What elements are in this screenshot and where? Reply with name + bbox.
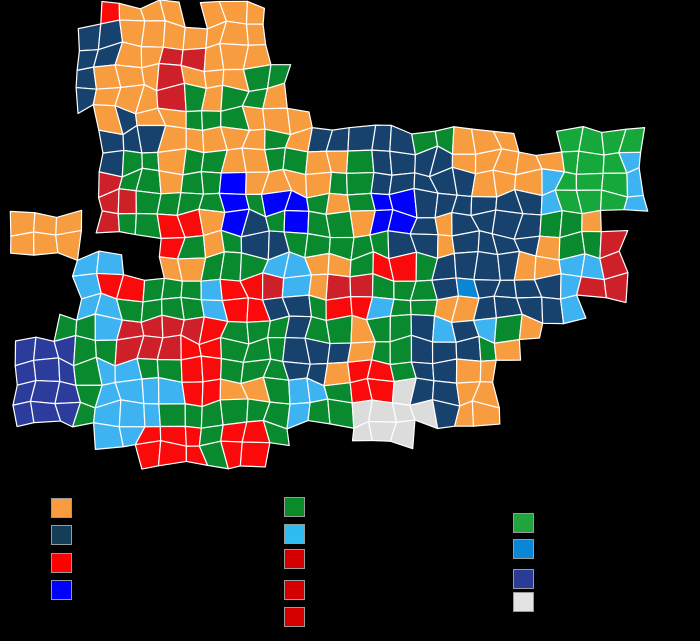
- constituency-region: [323, 361, 351, 387]
- legend-swatch-col2-item1: [284, 497, 305, 517]
- constituency-region: [118, 399, 146, 428]
- constituency-region: [117, 212, 137, 236]
- constituency-region: [581, 209, 602, 233]
- constituency-region: [219, 398, 249, 426]
- constituency-region: [143, 402, 161, 428]
- constituency-region: [114, 64, 146, 89]
- constituency-region: [371, 124, 392, 152]
- constituency-region: [33, 357, 61, 383]
- constituency-region: [347, 341, 376, 363]
- constituency-region: [283, 209, 310, 235]
- legend-swatch-col2-item5: [284, 607, 305, 627]
- constituency-region: [180, 171, 205, 195]
- constituency-region: [371, 149, 393, 176]
- legend-swatch-col2-item4: [284, 580, 305, 600]
- constituency-region: [182, 26, 209, 51]
- constituency-region: [493, 313, 523, 344]
- constituency-region: [117, 188, 137, 215]
- constituency-region: [185, 110, 204, 131]
- constituency-region: [413, 187, 439, 219]
- constituency-region: [575, 172, 604, 191]
- constituency-region: [493, 338, 522, 361]
- constituency-region: [281, 274, 313, 299]
- legend-swatch-col1-item2: [51, 525, 72, 545]
- legend-swatch-col2-item3: [284, 549, 305, 569]
- constituency-region: [471, 169, 498, 198]
- constituency-region: [239, 441, 271, 468]
- constituency-region: [200, 278, 223, 302]
- constituency-region: [219, 251, 243, 282]
- constituency-region: [518, 313, 544, 341]
- constituency-region: [10, 231, 35, 256]
- constituency-region: [389, 298, 412, 317]
- constituency-region: [262, 419, 290, 447]
- constituency-region: [575, 150, 605, 175]
- constituency-region: [623, 194, 649, 212]
- constituency-region: [157, 377, 186, 405]
- constituency-region: [180, 296, 205, 321]
- constituency-region: [455, 358, 482, 384]
- legend-swatch-col1-item4: [51, 580, 72, 600]
- constituency-region: [603, 271, 629, 304]
- constituency-region: [158, 403, 186, 428]
- constituency-region: [325, 314, 353, 345]
- constituency-region: [141, 377, 160, 405]
- constituency-region: [242, 64, 272, 93]
- constituency-region: [33, 231, 59, 256]
- constituency-region: [559, 294, 587, 325]
- constituency-region: [261, 272, 285, 301]
- constituency-region: [180, 355, 204, 383]
- constituency-region: [160, 277, 183, 300]
- constituency-region: [432, 358, 458, 384]
- constituency-region: [95, 250, 125, 276]
- legend-swatch-col3-item1: [513, 513, 534, 533]
- constituency-region: [325, 273, 352, 301]
- constituency-region: [218, 171, 247, 196]
- constituency-region: [184, 403, 203, 429]
- constituency-region: [539, 210, 563, 239]
- constituency-region: [349, 273, 374, 298]
- constituency-region: [77, 23, 102, 52]
- constituency-region: [347, 124, 377, 152]
- constituency-region: [98, 129, 125, 154]
- constituency-region: [327, 398, 355, 429]
- constituency-region: [325, 210, 355, 239]
- constituency-region: [370, 171, 393, 196]
- constituency-region: [471, 400, 501, 427]
- constituency-region: [576, 276, 607, 299]
- constituency-region: [409, 299, 438, 317]
- constituency-region: [200, 355, 223, 383]
- constituency-region: [389, 150, 417, 176]
- legend-swatch-col2-item2: [284, 524, 305, 544]
- constituency-region: [158, 46, 184, 67]
- constituency-region: [307, 398, 331, 425]
- constituency-region: [345, 149, 375, 174]
- constituency-region: [245, 23, 267, 46]
- constituency-region: [328, 171, 348, 196]
- constituency-region: [158, 170, 184, 195]
- legend-swatch-col3-item2: [513, 539, 534, 559]
- constituency-region: [182, 148, 205, 176]
- constituency-region: [140, 20, 166, 48]
- constituency-region: [184, 425, 202, 447]
- legend-swatch-col3-item4: [513, 592, 534, 612]
- constituency-region: [180, 280, 202, 301]
- legend-swatch-col1-item1: [51, 498, 72, 518]
- constituency-region: [389, 419, 416, 450]
- legend-swatch-col3-item3: [513, 569, 534, 589]
- constituency-region: [345, 171, 375, 196]
- constituency-region: [200, 171, 222, 195]
- constituency-region: [181, 381, 204, 408]
- constituency-region: [473, 250, 501, 281]
- legend-swatch-col1-item3: [51, 553, 72, 573]
